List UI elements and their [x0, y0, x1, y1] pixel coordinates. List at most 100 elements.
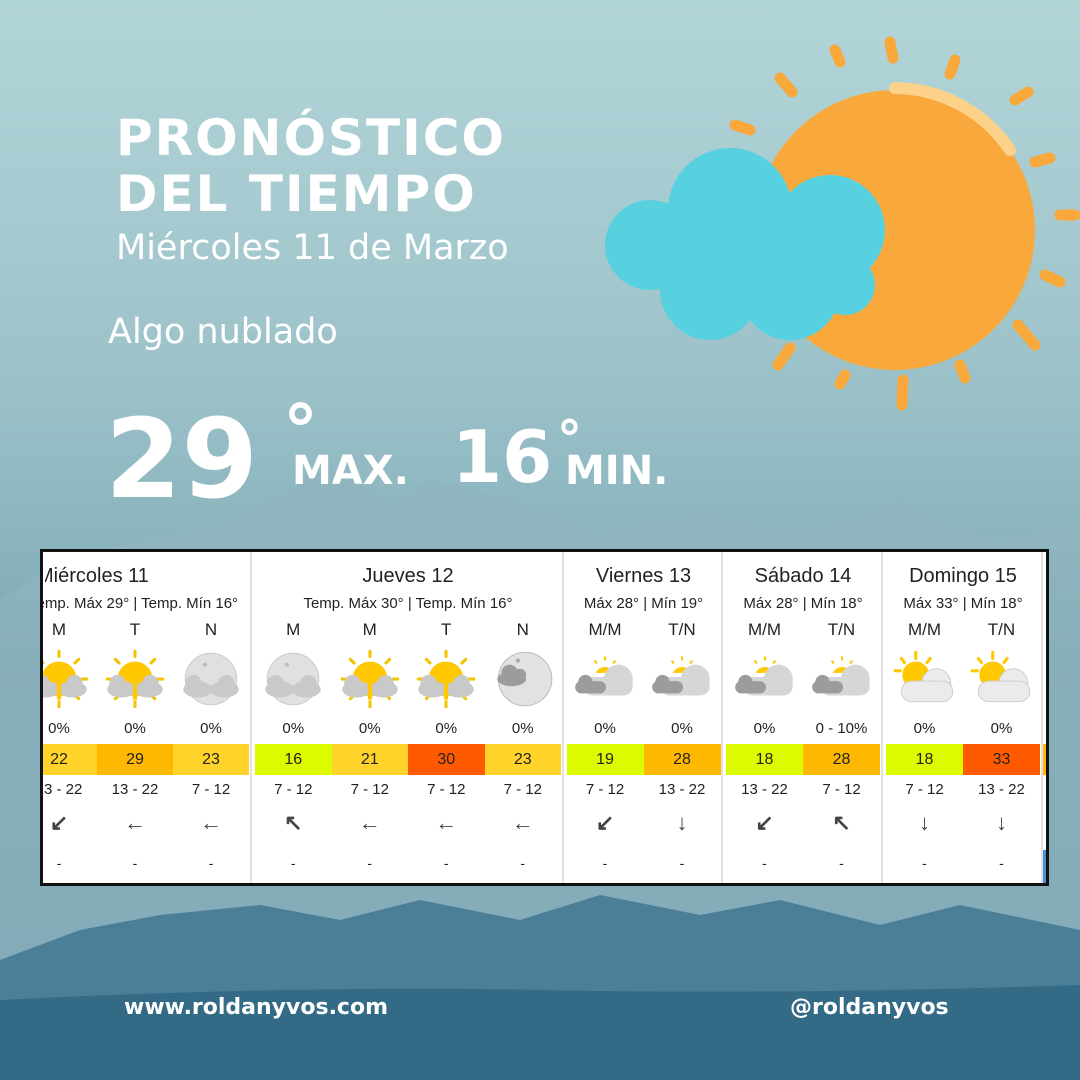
rain-chance: 0% [753, 720, 776, 737]
wind-speed: 13 - 22 [658, 781, 706, 798]
wind-speed: 7 - 12 [905, 781, 944, 798]
min-degree: ° [557, 410, 582, 468]
period-label: T/N [987, 620, 1016, 639]
cloudy-sun-icon [803, 648, 880, 710]
period-label: T/N [668, 620, 696, 639]
day-name: Miércoles 11 [43, 565, 149, 587]
rain-chance: 0% [594, 720, 616, 737]
period-label: M [362, 620, 377, 639]
forecast-period: T/N 0 - 10% 28 7 - 12 ↖ - [803, 552, 880, 883]
wind-speed: 7 - 12 [427, 781, 466, 798]
rain-chance: 0% [511, 720, 534, 737]
forecast-period: T 0% 29 13 - 22 ← - [97, 552, 173, 883]
wind-direction-arrow-icon: ← [435, 810, 458, 835]
rain-chance: 0% [282, 720, 305, 737]
wind-speed: 7 - 12 [350, 781, 389, 798]
rain-chance: 0% [200, 720, 222, 737]
forecast-period: T/N 0% 28 13 - 22 ↓ - [643, 552, 721, 883]
rain-chance: 0 - 10% [815, 720, 868, 737]
title-line-1: PRONÓSTICO [116, 109, 506, 167]
forecast-period: N 0% 23 7 - 12 ← - [484, 552, 561, 883]
period-label: M [51, 620, 67, 639]
period-label: N [516, 620, 529, 639]
forecast-period: M 0% 22 13 - 22 ↙ - [43, 552, 97, 883]
forecast-day: Sábado 14 Máx 28° | Mín 18° M/M 0% 18 13 -… [723, 552, 883, 883]
rain-chance: 0% [913, 720, 936, 737]
gust-value: - [208, 855, 214, 871]
forecast-day: Miércoles 11 Temp. Máx 29° | Temp. Mín 16… [43, 552, 252, 883]
sun-cloud-icon [43, 648, 97, 710]
temperature-cell: 33 [963, 744, 1040, 775]
wind-speed: 13 - 22 [111, 781, 159, 798]
forecast-widget: Miércoles 11 Temp. Máx 29° | Temp. Mín 16… [40, 549, 1049, 886]
rain-chance: 0% [990, 720, 1013, 737]
gust-value: - [290, 855, 296, 871]
day-name: Jueves 12 [362, 565, 454, 587]
wind-speed: 7 - 12 [585, 781, 625, 798]
wind-direction-arrow-icon: ↖ [832, 810, 851, 835]
period-label: M/M [907, 620, 942, 639]
wind-direction-arrow-icon: ↖ [284, 810, 303, 835]
rain-chance: 0% [48, 720, 70, 737]
scrollbar[interactable] [1042, 850, 1046, 883]
forecast-period: M 0% 21 7 - 12 ← - [331, 552, 408, 883]
forecast-day: Domingo 15 Máx 33° | Mín 18° M/M 0% 18 7 -… [883, 552, 1043, 883]
wind-direction-arrow-icon: ← [124, 810, 146, 835]
sun-cloud-icon [97, 648, 173, 710]
gust-value: - [602, 855, 608, 871]
social-handle[interactable]: @roldanyvos [790, 995, 949, 1020]
gust-value: - [56, 855, 62, 871]
temperature-cell: 30 [408, 744, 485, 775]
cloudy-sun-icon [567, 648, 644, 710]
period-label: M/M [588, 620, 622, 639]
temperature-cell: 18 [886, 744, 963, 775]
rain-chance: 0% [671, 720, 693, 737]
wind-direction-arrow-icon: ↓ [919, 810, 930, 835]
rain-chance: 0% [358, 720, 381, 737]
min-temp-value: 16 [452, 415, 553, 499]
day-summary: Máx 28° | Mín 18° [743, 595, 863, 612]
period-label: T [441, 620, 452, 639]
wind-speed: 7 - 12 [503, 781, 542, 798]
gust-value: - [443, 855, 449, 871]
forecast-period: M 0% 16 7 - 12 ↖ - [255, 552, 332, 883]
day-summary: Temp. Máx 29° | Temp. Mín 16° [43, 595, 239, 612]
temperature-cell: 29 [97, 744, 173, 775]
partly-sunny-icon [886, 648, 963, 710]
forecast-date: Miércoles 11 de Marzo [116, 228, 509, 268]
period-label: N [204, 620, 218, 639]
day-summary: Máx 28° | Mín 19° [583, 595, 704, 612]
website-link[interactable]: www.roldanyvos.com [124, 995, 389, 1020]
gust-value: - [839, 855, 844, 871]
forecast-period: M/M 0% 18 7 - 12 ↓ - [886, 552, 963, 883]
wind-direction-arrow-icon: ↙ [595, 810, 615, 835]
day-name: Viernes 13 [595, 565, 692, 587]
temperature-cell: 21 [331, 744, 408, 775]
wind-direction-arrow-icon: ← [358, 810, 381, 835]
condition-text: Algo nublado [108, 312, 338, 352]
cloudy-sun-icon [644, 648, 721, 710]
wind-direction-arrow-icon: ↓ [676, 810, 688, 835]
min-label: MIN. [565, 448, 669, 494]
temperature-cell: 22 [43, 744, 97, 775]
period-label: M [286, 620, 301, 639]
gust-value: - [132, 855, 138, 871]
period-label: T [129, 620, 141, 639]
rain-chance: 0% [435, 720, 458, 737]
gust-value: - [520, 855, 526, 871]
title-line-2: DEL TIEMPO [116, 165, 477, 223]
wind-direction-arrow-icon: ↙ [755, 810, 774, 835]
temperature-cell: 19 [566, 744, 644, 775]
gust-value: - [922, 855, 927, 871]
moon-cloud-icon [173, 648, 249, 710]
max-temp-value: 29 [105, 395, 259, 523]
partly-sunny-icon [963, 648, 1040, 710]
cloudy-sun-icon [726, 648, 803, 710]
gust-value: - [679, 855, 685, 871]
gust-value: - [999, 855, 1004, 871]
max-label: MAX. [292, 448, 409, 494]
wind-speed: 13 - 22 [43, 781, 83, 798]
moon-cloud-icon [255, 648, 332, 710]
forecast-period: T 0% 30 7 - 12 ← - [408, 552, 485, 883]
wind-speed: 7 - 12 [191, 781, 231, 798]
